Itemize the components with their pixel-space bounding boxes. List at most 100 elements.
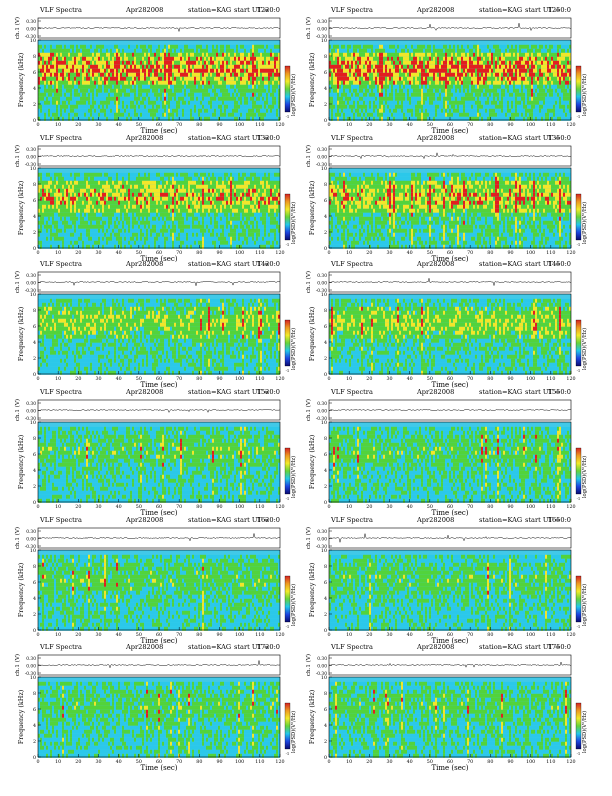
spectrogram-cell (92, 113, 94, 117)
spectrogram-cell (393, 81, 395, 85)
spectrogram-cell (437, 69, 439, 73)
spectrogram-cell (110, 77, 112, 81)
spectrogram-cell (527, 113, 529, 117)
spectrogram-cell (192, 109, 194, 113)
spectrogram-cell (112, 101, 114, 105)
spectrogram-cell (521, 53, 523, 57)
spectrogram-cell (471, 53, 473, 57)
spectrogram-cell (337, 105, 339, 109)
spectrogram-cell (505, 69, 507, 73)
spectrogram-cell (200, 73, 202, 77)
spectrogram-cell (557, 73, 559, 77)
spectrogram-cell (407, 105, 409, 109)
spectrogram-cell (483, 49, 485, 53)
spectrogram-cell (341, 77, 343, 81)
spectrogram-cell (449, 57, 451, 61)
spectrogram-cell (146, 73, 148, 77)
spectrogram-cell (365, 101, 367, 105)
spectrogram-cell (513, 101, 515, 105)
spectrogram-cell (46, 209, 48, 213)
spectrogram-cell (270, 45, 272, 49)
spectrogram-cell (333, 65, 335, 69)
spectrogram-cell (535, 65, 537, 69)
spectrogram-cell (46, 105, 48, 109)
spectrogram-cell (501, 49, 503, 53)
spectrogram-cell (242, 77, 244, 81)
spectrogram-cell (150, 73, 152, 77)
spectrogram-cell (415, 89, 417, 93)
spectrogram-cell (256, 57, 258, 61)
spectrogram-cell (385, 45, 387, 49)
spectrogram-cell (138, 69, 140, 73)
spectrogram-cell (413, 85, 415, 89)
spectrogram-cell (244, 81, 246, 85)
spectrogram-cell (208, 69, 210, 73)
spectrogram-cell (507, 77, 509, 81)
spectrogram-cell (371, 105, 373, 109)
spectrogram-cell (46, 77, 48, 81)
spectrogram-cell (58, 189, 60, 193)
spectrogram-cell (40, 65, 42, 69)
spectrogram-cell (367, 73, 369, 77)
spectrogram-cell (206, 101, 208, 105)
spectrogram-cell (447, 81, 449, 85)
spectrogram-cell (441, 45, 443, 49)
spectrogram-cell (244, 101, 246, 105)
spectrogram-cell (108, 77, 110, 81)
spectrogram-cell (451, 85, 453, 89)
spectrogram-cell (258, 77, 260, 81)
spectrogram-cell (62, 61, 64, 65)
spectrogram-cell (206, 73, 208, 77)
spectrogram-cell (166, 45, 168, 49)
spectrogram-cell (58, 61, 60, 65)
spectrogram-cell (124, 45, 126, 49)
spectrogram-cell (385, 105, 387, 109)
spectrogram-cell (150, 57, 152, 61)
spectrogram-cell (266, 49, 268, 53)
spectrogram-cell (266, 109, 268, 113)
spectrogram-cell (224, 89, 226, 93)
spectrogram-cell (463, 57, 465, 61)
spectrogram-cell (174, 113, 176, 117)
spectrogram-cell (60, 73, 62, 77)
spectrogram-cell (383, 73, 385, 77)
spectrogram-cell (389, 93, 391, 97)
spectrogram-cell (232, 73, 234, 77)
spectrogram-cell (547, 97, 549, 101)
spectrogram-cell (68, 61, 70, 65)
spectrogram-cell (226, 49, 228, 53)
spectrogram-cell (48, 101, 50, 105)
spectrogram-cell (54, 233, 56, 237)
spectrogram-cell (52, 197, 54, 201)
spectrogram-cell (174, 49, 176, 53)
spectrogram-cell (170, 109, 172, 113)
spectrogram-panel-1320: VLF SpectraApr282008station=KAGstart UT … (14, 134, 297, 263)
spectrogram-cell (208, 101, 210, 105)
spectrogram-cell (399, 57, 401, 61)
spectrogram-cell (543, 65, 545, 69)
spectrogram-cell (276, 69, 278, 73)
spectrogram-cell (477, 49, 479, 53)
panel-station-label: station=KAG (479, 6, 522, 14)
spectrogram-cell (367, 77, 369, 81)
spectrogram-cell (104, 97, 106, 101)
spectrogram-cell (58, 197, 60, 201)
spectrogram-cell (110, 49, 112, 53)
spectrogram-cell (264, 101, 266, 105)
spectrogram-cell (162, 61, 164, 65)
spectrogram-cell (347, 93, 349, 97)
spectrogram-cell (437, 101, 439, 105)
spectrogram-cell (42, 217, 44, 221)
spectrogram-cell (515, 113, 517, 117)
spectrogram-cell (62, 173, 64, 177)
spectrogram-cell (507, 57, 509, 61)
spectrogram-cell (433, 57, 435, 61)
spectrogram-cell (357, 69, 359, 73)
spectrogram-cell (543, 73, 545, 77)
spectrogram-cell (276, 73, 278, 77)
spectrogram-cell (74, 97, 76, 101)
y-tick-label: 10 (30, 38, 36, 44)
spectrogram-cell (150, 89, 152, 93)
spectrogram-cell (523, 89, 525, 93)
spectrogram-cell (449, 93, 451, 97)
